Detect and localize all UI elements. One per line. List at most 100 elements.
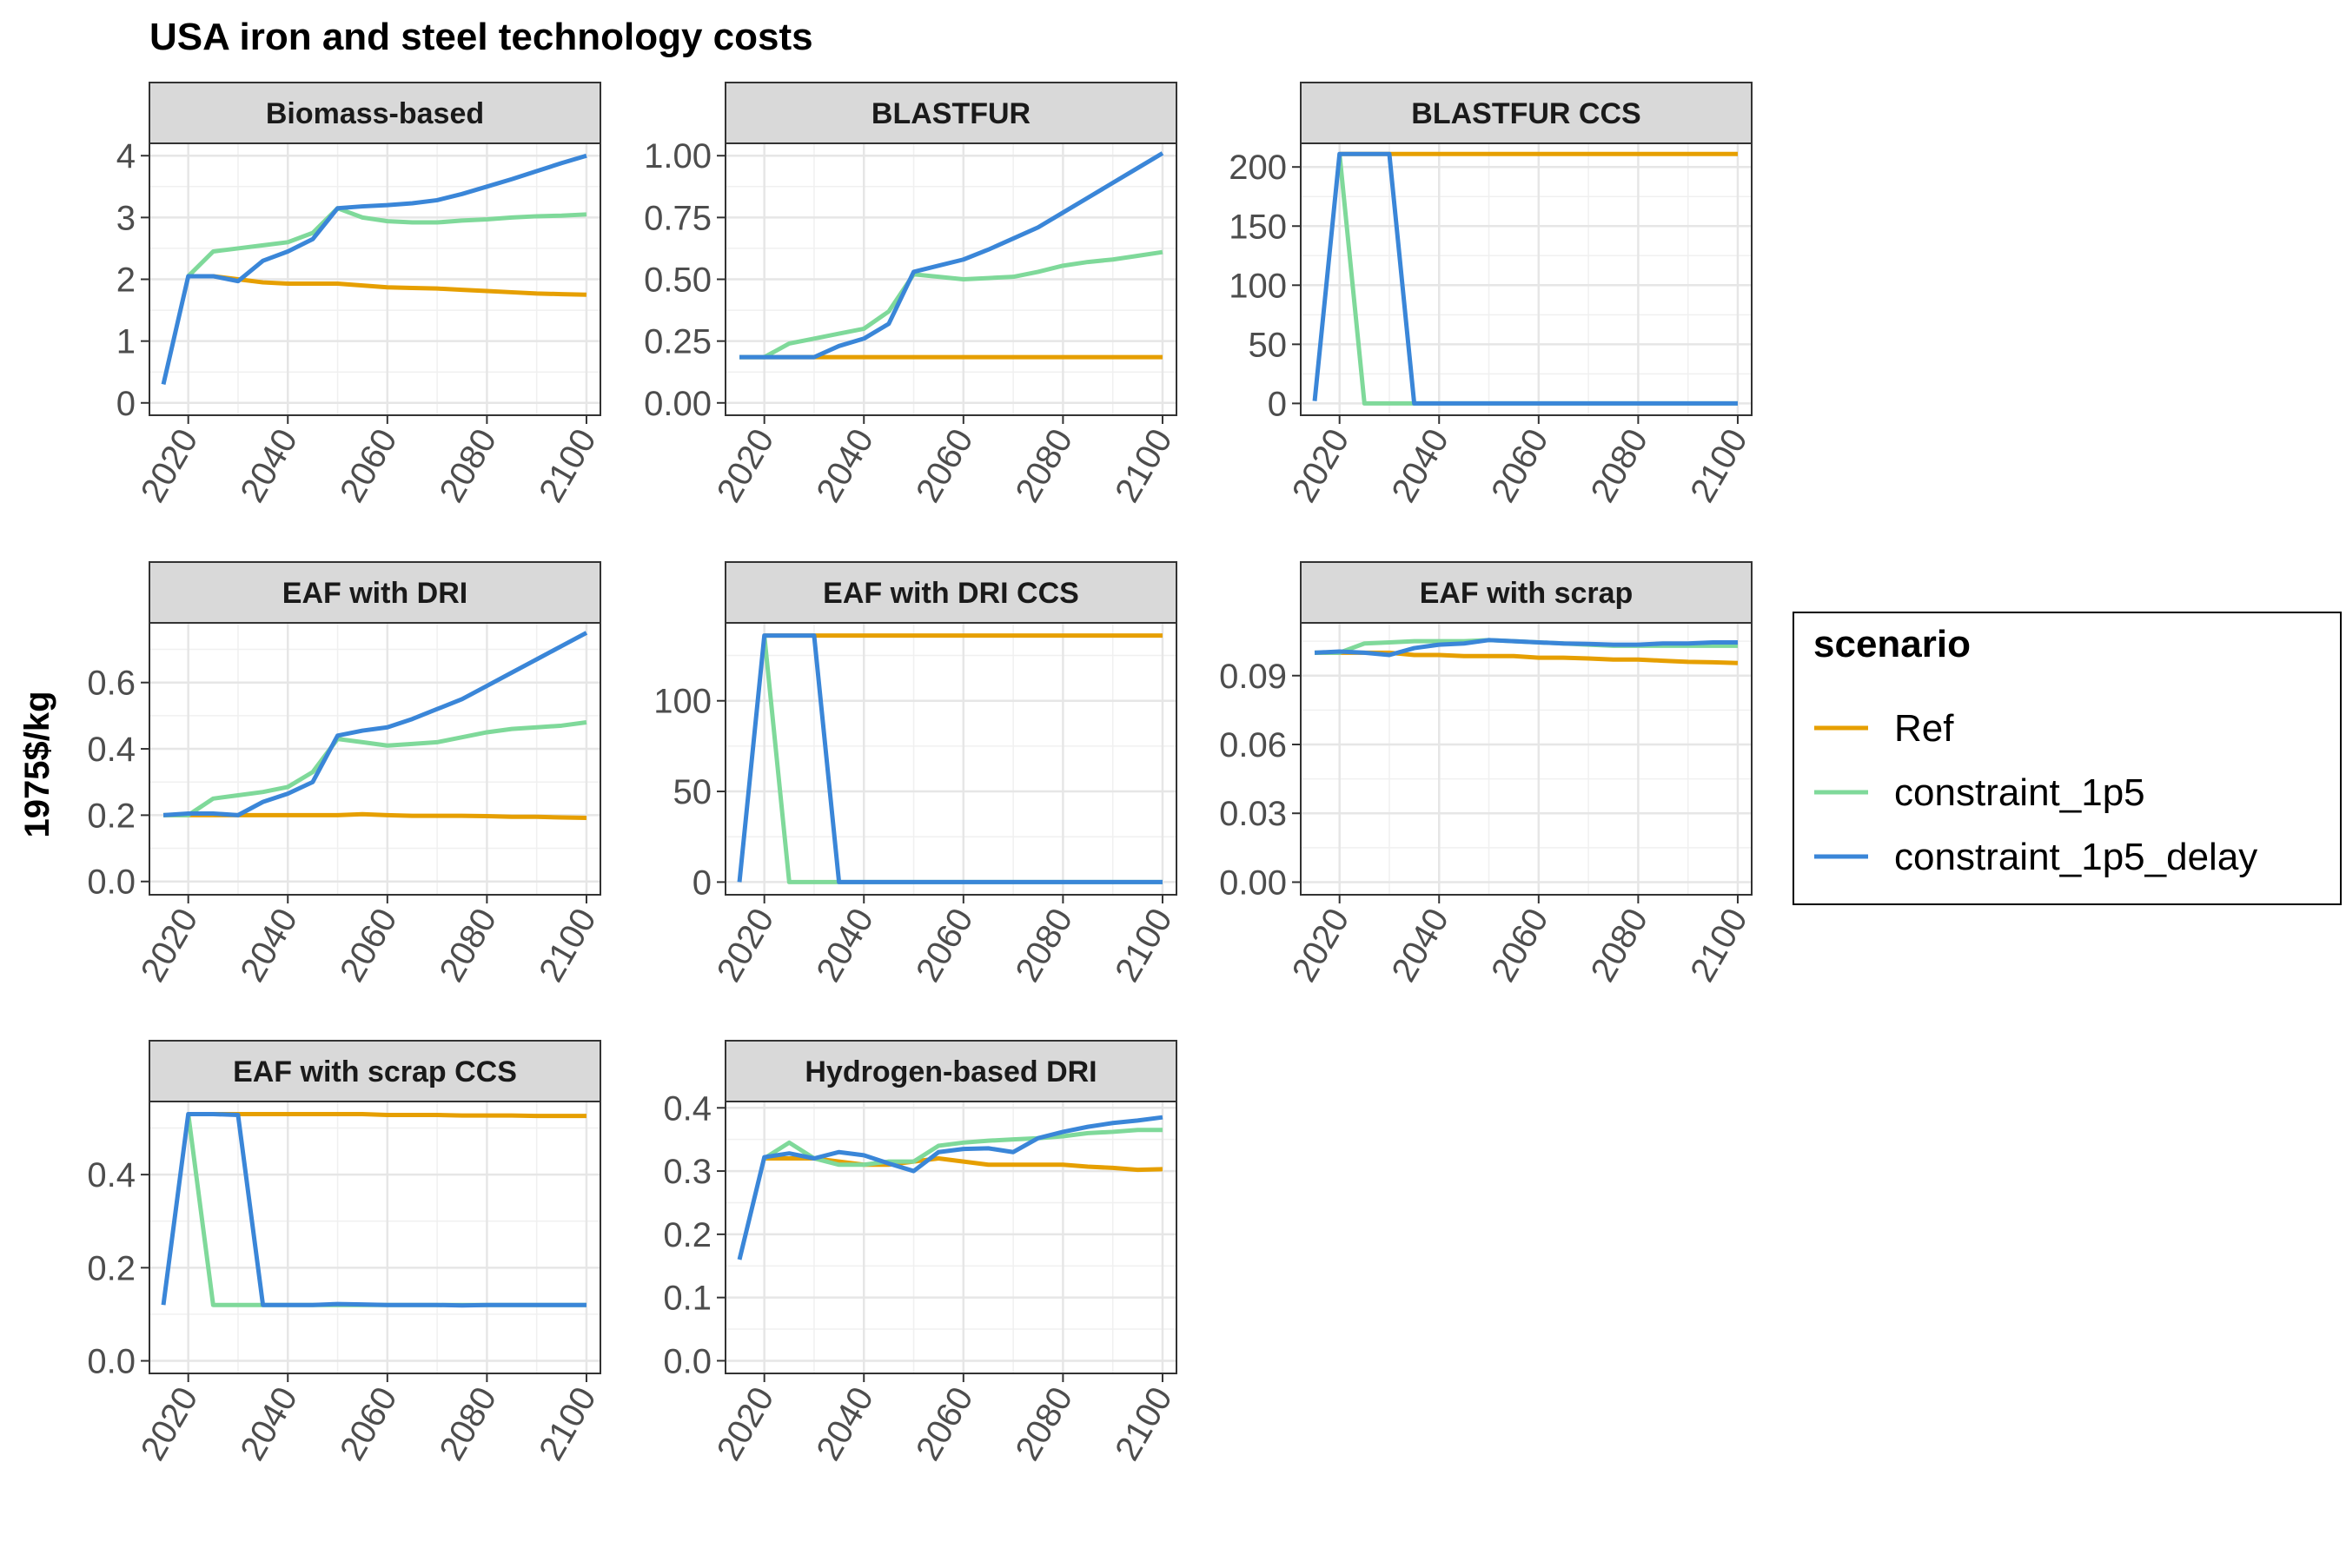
x-tick-label: 2100 <box>532 903 604 989</box>
y-tick-label: 1 <box>116 323 136 361</box>
series-line-constraint-1p5 <box>739 249 1163 360</box>
y-tick-label: 0.09 <box>1219 658 1287 696</box>
x-tick-label: 2040 <box>809 903 881 989</box>
series-line-constraint-1p5 <box>163 720 587 817</box>
x-tick-label: 2080 <box>433 903 505 989</box>
x-tick-label: 2100 <box>1683 423 1755 509</box>
panel-background <box>1301 623 1752 895</box>
panel-background <box>726 1102 1176 1373</box>
panel-border <box>725 1101 1177 1374</box>
legend-item-constraint-1p5-delay: constraint_1p5_delay <box>1814 836 2257 878</box>
panel-hydrogen-based-dri: Hydrogen-based DRI 0.0 0.1 0.2 0.3 0.4 2020 204… <box>663 1040 1180 1467</box>
series-line-ref <box>188 1111 586 1119</box>
legend-label: Ref <box>1894 707 1954 750</box>
x-tick-label: 2040 <box>233 1381 305 1467</box>
y-tick-label: 0.0 <box>663 1342 712 1380</box>
panel-title: EAF with DRI <box>282 577 467 610</box>
y-tick-label: 100 <box>653 683 712 721</box>
y-tick-label: 0.6 <box>87 665 136 703</box>
y-tick-label: 0.00 <box>1219 863 1287 902</box>
legend-title: scenario <box>1813 623 1971 665</box>
panel-biomass-based: Biomass-based 0 1 2 3 4 2020 2040 2060 2080 2100 <box>116 82 604 509</box>
x-tick-label: 2100 <box>1683 903 1755 989</box>
x-tick-label: 2100 <box>1108 1381 1180 1467</box>
panel-blastfur: BLASTFUR 0.00 0.25 0.50 0.75 1.00 2020 2040 2060… <box>644 82 1180 509</box>
x-tick-label: 2060 <box>909 423 981 509</box>
series-line-constraint-1p5 <box>186 206 587 278</box>
y-tick-label: 3 <box>116 199 136 237</box>
x-tick-label: 2080 <box>1009 903 1081 989</box>
y-tick-label: 50 <box>673 773 712 811</box>
y-tick-label: 0.0 <box>87 863 136 902</box>
x-tick-label: 2020 <box>710 423 782 509</box>
y-tick-label: 0.3 <box>663 1153 712 1191</box>
x-tick-label: 2080 <box>1584 903 1656 989</box>
y-tick-label: 4 <box>116 137 136 175</box>
panel-border <box>1300 142 1753 416</box>
x-tick-label: 2020 <box>710 903 782 989</box>
x-tick-label: 2040 <box>1384 423 1456 509</box>
panel-title: Biomass-based <box>266 97 484 130</box>
x-tick-label: 2080 <box>433 1381 505 1467</box>
y-tick-label: 0.4 <box>87 731 136 769</box>
panel-title: EAF with DRI CCS <box>823 577 1079 610</box>
panel-title: EAF with scrap <box>1420 577 1634 610</box>
y-tick-label: 150 <box>1229 208 1287 246</box>
panel-strip <box>149 82 601 144</box>
panel-title: Hydrogen-based DRI <box>805 1055 1097 1088</box>
series-line-constraint-1p5-delay <box>737 1115 1163 1260</box>
x-tick-label: 2060 <box>333 1381 405 1467</box>
y-tick-label: 2 <box>116 261 136 300</box>
legend: scenario Ref constraint_1p5 constraint_1p5… <box>1793 612 2342 905</box>
legend-box <box>1793 612 2342 905</box>
y-tick-label: 1.00 <box>644 137 712 175</box>
panel-title: BLASTFUR CCS <box>1411 97 1640 130</box>
legend-items: Ref constraint_1p5 constraint_1p5_delay <box>1814 707 2257 878</box>
y-tick-label: 0.2 <box>87 797 136 835</box>
x-tick-label: 2040 <box>1384 903 1456 989</box>
facet-panels: Biomass-based 0 1 2 3 4 2020 2040 2060 2080 2100 BL… <box>87 82 1755 1467</box>
series-line-constraint-1p5-delay <box>161 153 587 385</box>
x-tick-label: 2080 <box>1009 423 1081 509</box>
x-tick-label: 2040 <box>233 423 305 509</box>
x-tick-label: 2040 <box>809 1381 881 1467</box>
x-tick-label: 2020 <box>710 1381 782 1467</box>
series-line-constraint-1p5-delay <box>1312 151 1738 406</box>
y-tick-label: 0 <box>1268 385 1287 423</box>
y-tick-label: 0.00 <box>644 385 712 423</box>
y-tick-label: 0.03 <box>1219 795 1287 833</box>
x-tick-label: 2060 <box>333 422 405 508</box>
x-tick-label: 2080 <box>433 423 505 509</box>
panel-eaf-with-dri: EAF with DRI 0.0 0.2 0.4 0.6 2020 2040 2060 2080… <box>87 561 604 989</box>
series-line-constraint-1p5-delay <box>1314 638 1738 658</box>
y-tick-label: 0.4 <box>87 1156 136 1194</box>
panel-border <box>149 1101 601 1374</box>
panel-strip <box>149 1040 601 1102</box>
legend-label: constraint_1p5 <box>1894 771 2145 814</box>
x-tick-label: 2080 <box>1584 423 1656 509</box>
x-tick-label: 2060 <box>1484 903 1556 989</box>
x-tick-label: 2100 <box>532 423 604 509</box>
y-tick-label: 50 <box>1249 326 1288 364</box>
x-tick-label: 2020 <box>134 1381 206 1467</box>
x-tick-label: 2020 <box>134 423 206 509</box>
panel-strip <box>725 1040 1177 1102</box>
x-tick-label: 2080 <box>1009 1381 1081 1467</box>
panel-eaf-with-scrap: EAF with scrap 0.00 0.03 0.06 0.09 2020 2040 20… <box>1219 561 1755 989</box>
x-tick-label: 2040 <box>809 423 881 509</box>
x-tick-label: 2020 <box>1285 423 1357 509</box>
x-tick-label: 2020 <box>1285 903 1357 989</box>
series-line-constraint-1p5-delay <box>162 631 588 817</box>
x-tick-label: 2100 <box>1108 423 1180 509</box>
y-tick-label: 0.2 <box>663 1216 712 1254</box>
panel-background <box>149 623 600 895</box>
legend-item-ref: Ref <box>1814 707 1954 750</box>
panel-border <box>1300 622 1753 896</box>
y-tick-label: 0.25 <box>644 323 712 361</box>
y-tick-label: 0.50 <box>644 261 712 300</box>
x-tick-label: 2100 <box>532 1381 604 1467</box>
y-tick-label: 0.4 <box>663 1089 712 1128</box>
panel-background <box>1301 143 1752 415</box>
